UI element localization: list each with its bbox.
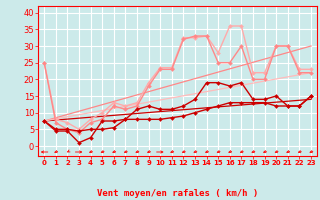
- Text: Vent moyen/en rafales ( km/h ): Vent moyen/en rafales ( km/h ): [97, 189, 258, 198]
